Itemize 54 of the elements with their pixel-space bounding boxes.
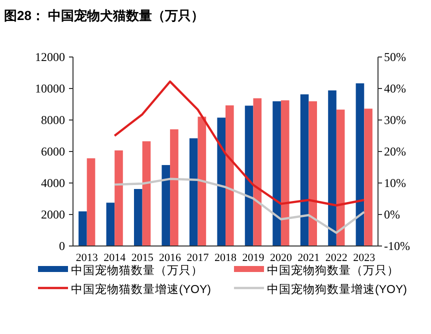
legend-label: 中国宠物猫数量增速(YOY) (71, 282, 212, 296)
bar (226, 105, 234, 246)
bar (189, 138, 198, 246)
bar (114, 150, 123, 246)
bar (244, 106, 254, 246)
legend-label: 中国宠物狗数量（万只） (267, 263, 399, 277)
bar (280, 100, 290, 246)
x-tick-label: 2013 (76, 252, 98, 264)
legend-label: 中国宠物狗数量增速(YOY) (267, 282, 408, 296)
bar (253, 98, 262, 246)
y-tick-label: 10000 (35, 82, 65, 96)
x-tick-label: 2014 (104, 252, 126, 264)
bar (308, 101, 317, 246)
y-tick-label: 2000 (41, 208, 65, 222)
bar (356, 83, 364, 246)
bar (364, 108, 372, 246)
x-tick-label: 2017 (186, 252, 210, 264)
x-tick-label: 2015 (131, 252, 154, 264)
bar (272, 101, 281, 246)
x-tick-label: 2019 (242, 252, 265, 264)
y2-tick-label: 40% (384, 82, 406, 96)
x-tick-label: 2022 (325, 252, 348, 264)
line-series (113, 80, 366, 206)
y2-tick-label: 10% (384, 176, 406, 190)
bar (78, 211, 87, 246)
bar (142, 141, 151, 246)
x-tick-label: 2016 (159, 252, 182, 264)
bar (162, 165, 170, 246)
bar (106, 202, 115, 246)
legend-label: 中国宠物猫数量（万只） (71, 263, 203, 277)
y2-tick-label: 0% (384, 208, 400, 222)
x-tick-label: 2021 (298, 252, 320, 264)
x-tick-label: 2023 (353, 252, 376, 264)
y2-tick-label: 20% (384, 144, 406, 158)
bar (170, 129, 178, 246)
bar (328, 90, 336, 246)
y-tick-label: 8000 (41, 113, 65, 127)
bar (217, 118, 226, 246)
chart-title: 图28： 中国宠物犬猫数量（万只） (4, 8, 204, 23)
bar (86, 158, 96, 246)
bar (336, 110, 345, 246)
line-series (113, 178, 366, 234)
y-tick-label: 4000 (41, 176, 65, 190)
y2-tick-label: 30% (384, 113, 406, 127)
x-tick-label: 2020 (270, 252, 292, 264)
y-tick-label: 6000 (41, 144, 65, 158)
y2-tick-label: 50% (384, 50, 406, 64)
y-tick-label: 0 (59, 239, 65, 253)
bar (300, 94, 309, 246)
y-tick-label: 12000 (35, 50, 65, 64)
bar (198, 116, 206, 246)
bar (134, 188, 142, 246)
x-tick-label: 2018 (214, 252, 237, 264)
y2-tick-label: -10% (384, 239, 410, 253)
